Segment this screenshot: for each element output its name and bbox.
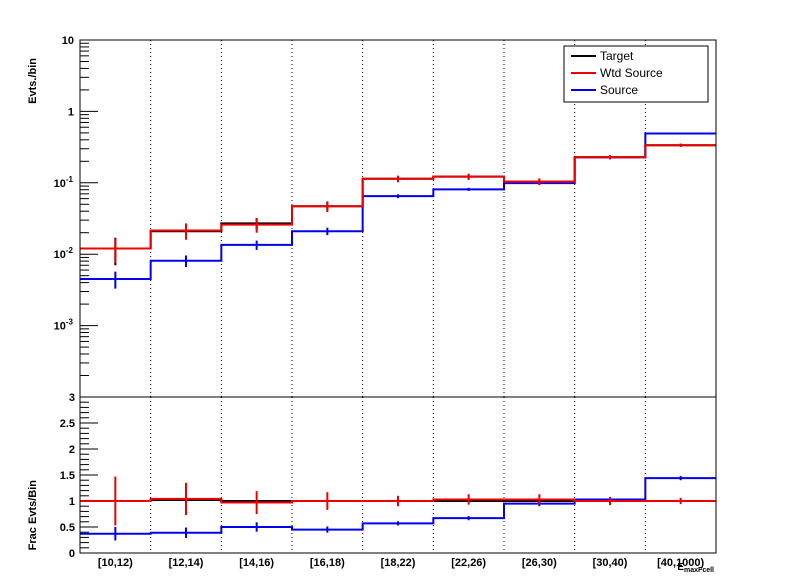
x-tick-label: [22,26) — [451, 557, 486, 569]
x-tick-label: [40,1000) — [657, 557, 704, 569]
x-tick-label: [14,16) — [239, 557, 274, 569]
x-tick-label: [10,12) — [98, 557, 133, 569]
legend-item-source: Source — [571, 83, 638, 97]
y-tick-label: 3 — [69, 392, 75, 404]
y-tick-label-exponent: -1 — [66, 175, 74, 184]
series-wtd_source — [80, 143, 716, 264]
legend-item-target: Target — [571, 49, 634, 63]
legend-label-wtd-source: Wtd Source — [600, 66, 663, 80]
top-y-axis-label: Evts./bin — [27, 58, 39, 104]
bottom-frame — [79, 396, 717, 554]
bottom-series — [80, 476, 716, 541]
y-tick-label: 10 — [62, 35, 74, 47]
y-tick-label: 10-2 — [54, 246, 74, 261]
y-tick-label-mantissa: 10 — [54, 321, 66, 333]
legend: Target Wtd Source Source — [563, 45, 709, 103]
top-series — [80, 132, 716, 289]
y-tick-label: 10-1 — [54, 175, 74, 190]
x-tick-label: [16,18) — [310, 557, 345, 569]
y-tick-label: 1.5 — [60, 470, 75, 482]
x-axis-label-main: E — [677, 562, 684, 572]
legend-item-wtd-source: Wtd Source — [571, 66, 663, 80]
y-tick-label: 2 — [69, 444, 75, 456]
series-wtd_source — [80, 476, 716, 526]
x-axis-label-sub: maxFcell — [684, 567, 714, 572]
x-tick-label: [12,14) — [169, 557, 204, 569]
y-tick-label-exponent: -3 — [66, 318, 74, 327]
y-tick-label-mantissa: 10 — [54, 178, 66, 190]
y-tick-label: 10-3 — [54, 318, 74, 333]
y-tick-label-mantissa: 10 — [54, 249, 66, 261]
y-tick-label: 0.5 — [60, 522, 75, 534]
y-tick-label-mantissa: 10 — [62, 35, 74, 47]
y-tick-label: 1 — [69, 496, 75, 508]
x-axis-label: EmaxFcell — [677, 562, 714, 572]
bottom-y-axis-label: Frac Evts/Bin — [27, 480, 39, 551]
y-tick-label: 1 — [68, 106, 74, 118]
series-line-wtd_source — [80, 497, 716, 504]
bottom-panel: 0 0.5 1 1.5 2 2.5 3 Frac Evts/Bin [10,12) [12,1… — [27, 392, 717, 574]
y-tick-label: 2.5 — [60, 418, 75, 430]
x-tick-label: [26,30) — [522, 557, 557, 569]
x-tick-label: [30,40) — [593, 557, 628, 569]
x-axis-tick-labels: [10,12) [12,14) [14,16) [16,18) [18,22) [22,2… — [98, 557, 705, 569]
y-tick-label-mantissa: 1 — [68, 106, 74, 118]
x-tick-label: [18,22) — [381, 557, 416, 569]
legend-label-source: Source — [600, 83, 638, 97]
y-tick-label: 0 — [69, 548, 75, 560]
legend-label-target: Target — [600, 49, 634, 63]
y-tick-label-exponent: -2 — [66, 246, 74, 255]
